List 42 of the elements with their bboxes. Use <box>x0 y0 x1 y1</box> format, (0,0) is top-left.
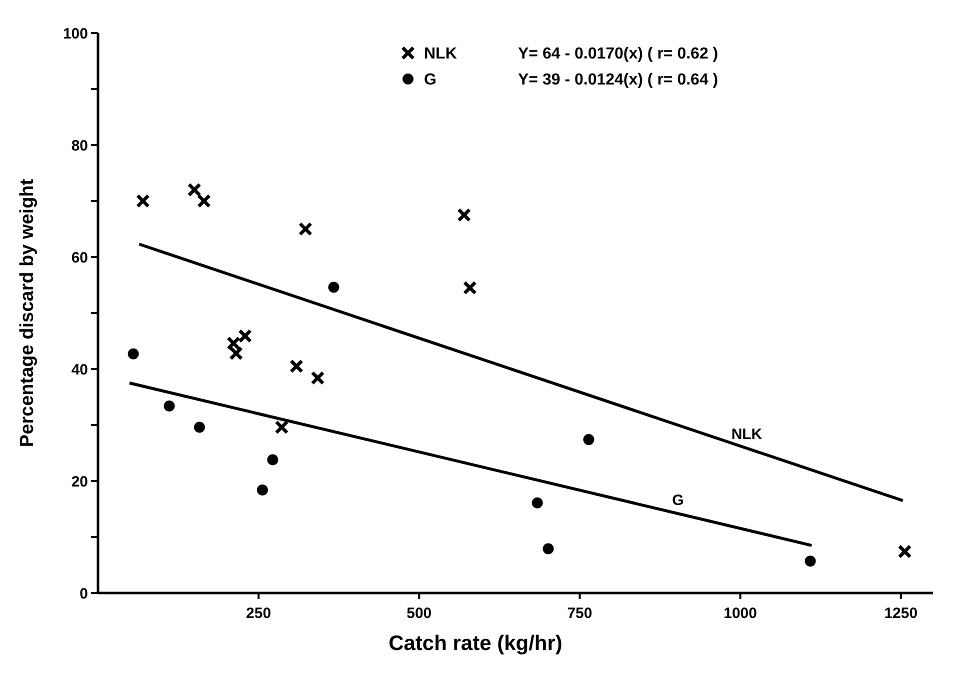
annotation: Y= 64 - 0.0170(x) ( r= 0.62 ) <box>518 46 718 63</box>
x-tick-label: 500 <box>406 605 432 622</box>
annotation: G <box>672 492 684 510</box>
point <box>804 556 816 567</box>
y-tick-label: 40 <box>71 361 88 378</box>
point <box>194 422 205 433</box>
point <box>275 420 288 434</box>
y-tick-label: 20 <box>71 473 88 490</box>
x-tick-label: 1250 <box>884 605 918 622</box>
point <box>197 194 210 208</box>
point <box>583 434 594 446</box>
point <box>463 281 476 294</box>
legend-label: NLK <box>424 46 458 63</box>
y-tick-label: 0 <box>80 585 88 602</box>
point <box>298 222 312 236</box>
annotation: Y= 39 - 0.0124(x) ( r= 0.64 ) <box>518 72 718 89</box>
point <box>898 545 912 558</box>
y-tick-label: 60 <box>71 249 88 266</box>
point <box>328 282 340 293</box>
point <box>238 329 252 342</box>
point <box>458 208 471 222</box>
point <box>128 348 139 360</box>
annotation: NLK <box>731 426 762 443</box>
point <box>290 360 303 373</box>
legend-label: G <box>424 72 436 89</box>
point <box>227 336 240 350</box>
point <box>256 484 268 496</box>
y-axis-title: Percentage discard by weight <box>17 178 38 448</box>
point <box>136 194 150 208</box>
x-tick-label: 750 <box>567 605 592 622</box>
y-tick-label: 80 <box>71 137 88 154</box>
x-tick-label: 250 <box>246 605 272 622</box>
point <box>542 543 554 554</box>
x-axis-title: Catch rate (kg/hr) <box>388 632 562 655</box>
point <box>188 183 201 196</box>
point <box>311 371 324 384</box>
point <box>532 497 543 508</box>
y-tick-label: 100 <box>62 25 88 42</box>
x-tick-label: 1000 <box>724 605 757 622</box>
point <box>164 400 175 412</box>
point <box>230 346 243 360</box>
point <box>267 454 278 466</box>
